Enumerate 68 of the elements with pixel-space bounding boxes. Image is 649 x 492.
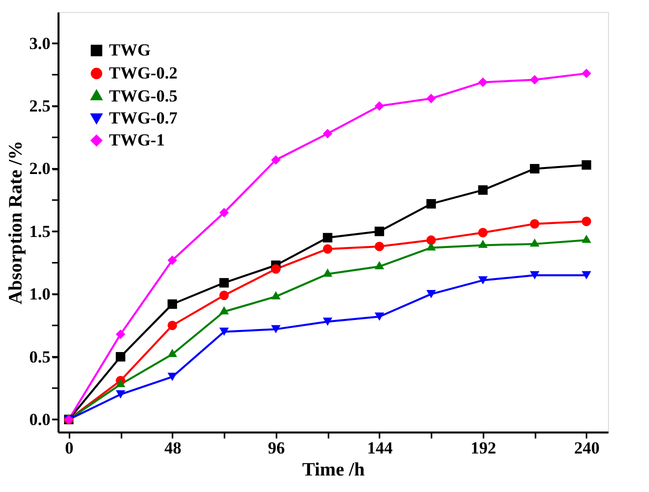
point — [478, 77, 488, 87]
point — [219, 328, 229, 336]
point — [168, 255, 178, 265]
point — [219, 278, 229, 288]
point — [426, 290, 436, 298]
legend-label: TWG — [109, 40, 151, 60]
y-tick-label: 1.0 — [29, 284, 50, 304]
x-tick-label: 240 — [574, 438, 600, 458]
point — [582, 160, 592, 170]
point — [168, 320, 178, 330]
point — [478, 240, 488, 248]
point — [271, 264, 281, 274]
point — [322, 268, 332, 277]
x-tick-label: 96 — [268, 438, 285, 458]
point — [530, 238, 540, 247]
point — [426, 94, 436, 104]
legend-label: TWG-0.2 — [109, 64, 178, 82]
point — [219, 290, 229, 300]
point — [116, 329, 126, 339]
point — [426, 235, 436, 245]
legend-label: TWG-1 — [109, 130, 165, 150]
y-tick-label: 2.5 — [29, 96, 50, 116]
point — [478, 228, 488, 238]
point — [582, 234, 592, 243]
y-tick-label: 3.0 — [29, 34, 50, 53]
point — [271, 325, 281, 334]
point — [374, 242, 384, 252]
point — [116, 390, 126, 398]
point — [168, 299, 178, 309]
point — [219, 306, 229, 314]
y-tick-label: 2.0 — [29, 159, 50, 178]
point — [426, 242, 436, 250]
point — [271, 291, 281, 300]
y-tick-label: 0.0 — [29, 410, 50, 429]
legend-label: TWG-0.7 — [109, 108, 178, 128]
point — [374, 312, 384, 321]
point — [374, 101, 384, 111]
point — [322, 128, 332, 138]
point — [168, 348, 178, 358]
point — [582, 271, 592, 280]
x-tick-label: 192 — [470, 438, 496, 458]
point — [478, 276, 488, 284]
point — [219, 208, 229, 218]
legend-label: TWG-0.5 — [109, 86, 178, 106]
x-tick-label: 48 — [164, 438, 182, 458]
point — [374, 261, 384, 270]
x-tick-label: 0 — [65, 438, 74, 458]
point — [322, 232, 332, 242]
point — [116, 352, 126, 362]
point — [426, 199, 436, 209]
point — [478, 185, 488, 195]
point — [322, 244, 332, 254]
point — [582, 216, 592, 226]
y-axis-title: Absorption Rate /% — [5, 140, 26, 304]
point — [530, 271, 540, 280]
point — [116, 378, 126, 388]
point — [530, 219, 540, 229]
y-tick-label: 1.5 — [29, 222, 50, 241]
point — [322, 318, 332, 326]
x-tick-label: 144 — [367, 438, 394, 458]
point — [168, 372, 178, 381]
y-tick-label: 0.5 — [29, 347, 50, 366]
point — [582, 68, 592, 78]
point — [530, 164, 540, 174]
point — [271, 155, 281, 165]
point — [530, 74, 540, 84]
point — [374, 226, 384, 236]
x-axis-title: Time /h — [302, 460, 366, 480]
